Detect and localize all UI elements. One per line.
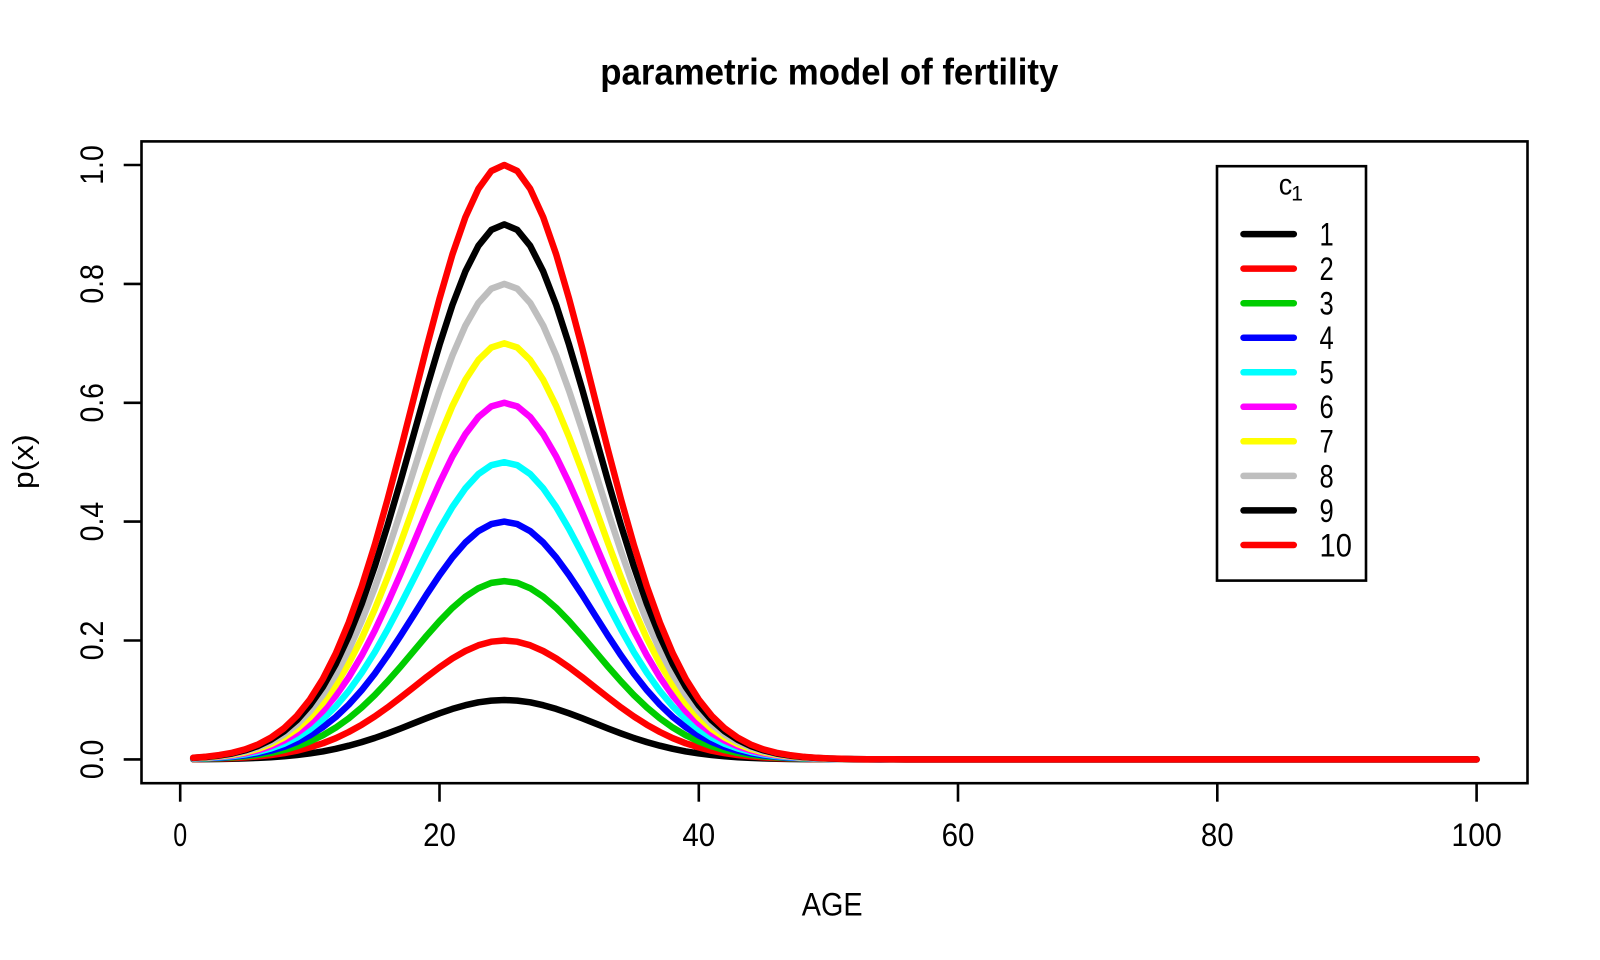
svg-text:40: 40	[682, 817, 715, 853]
svg-text:AGE: AGE	[802, 887, 863, 923]
svg-text:3: 3	[1320, 286, 1334, 322]
svg-text:1: 1	[1320, 217, 1334, 253]
svg-text:1.0: 1.0	[74, 145, 110, 185]
svg-text:5: 5	[1320, 355, 1334, 391]
svg-text:9: 9	[1320, 493, 1334, 529]
svg-text:1: 1	[1291, 183, 1303, 206]
svg-text:4: 4	[1320, 320, 1334, 356]
svg-text:0: 0	[173, 817, 187, 853]
svg-text:8: 8	[1320, 458, 1334, 494]
svg-text:6: 6	[1320, 389, 1334, 425]
svg-text:p(x): p(x)	[8, 434, 40, 489]
svg-text:0.6: 0.6	[74, 383, 110, 423]
svg-text:0.4: 0.4	[74, 502, 110, 542]
svg-text:0.8: 0.8	[74, 264, 110, 304]
svg-text:7: 7	[1320, 424, 1334, 460]
svg-text:60: 60	[942, 817, 975, 853]
svg-text:80: 80	[1201, 817, 1234, 853]
svg-text:100: 100	[1451, 817, 1501, 853]
svg-text:0.2: 0.2	[74, 621, 110, 661]
svg-text:parametric model of fertility: parametric model of fertility	[600, 51, 1058, 92]
svg-text:10: 10	[1320, 527, 1352, 563]
svg-text:2: 2	[1320, 251, 1334, 287]
svg-text:20: 20	[423, 817, 456, 853]
svg-text:c: c	[1279, 168, 1293, 201]
svg-text:0.0: 0.0	[74, 740, 110, 780]
